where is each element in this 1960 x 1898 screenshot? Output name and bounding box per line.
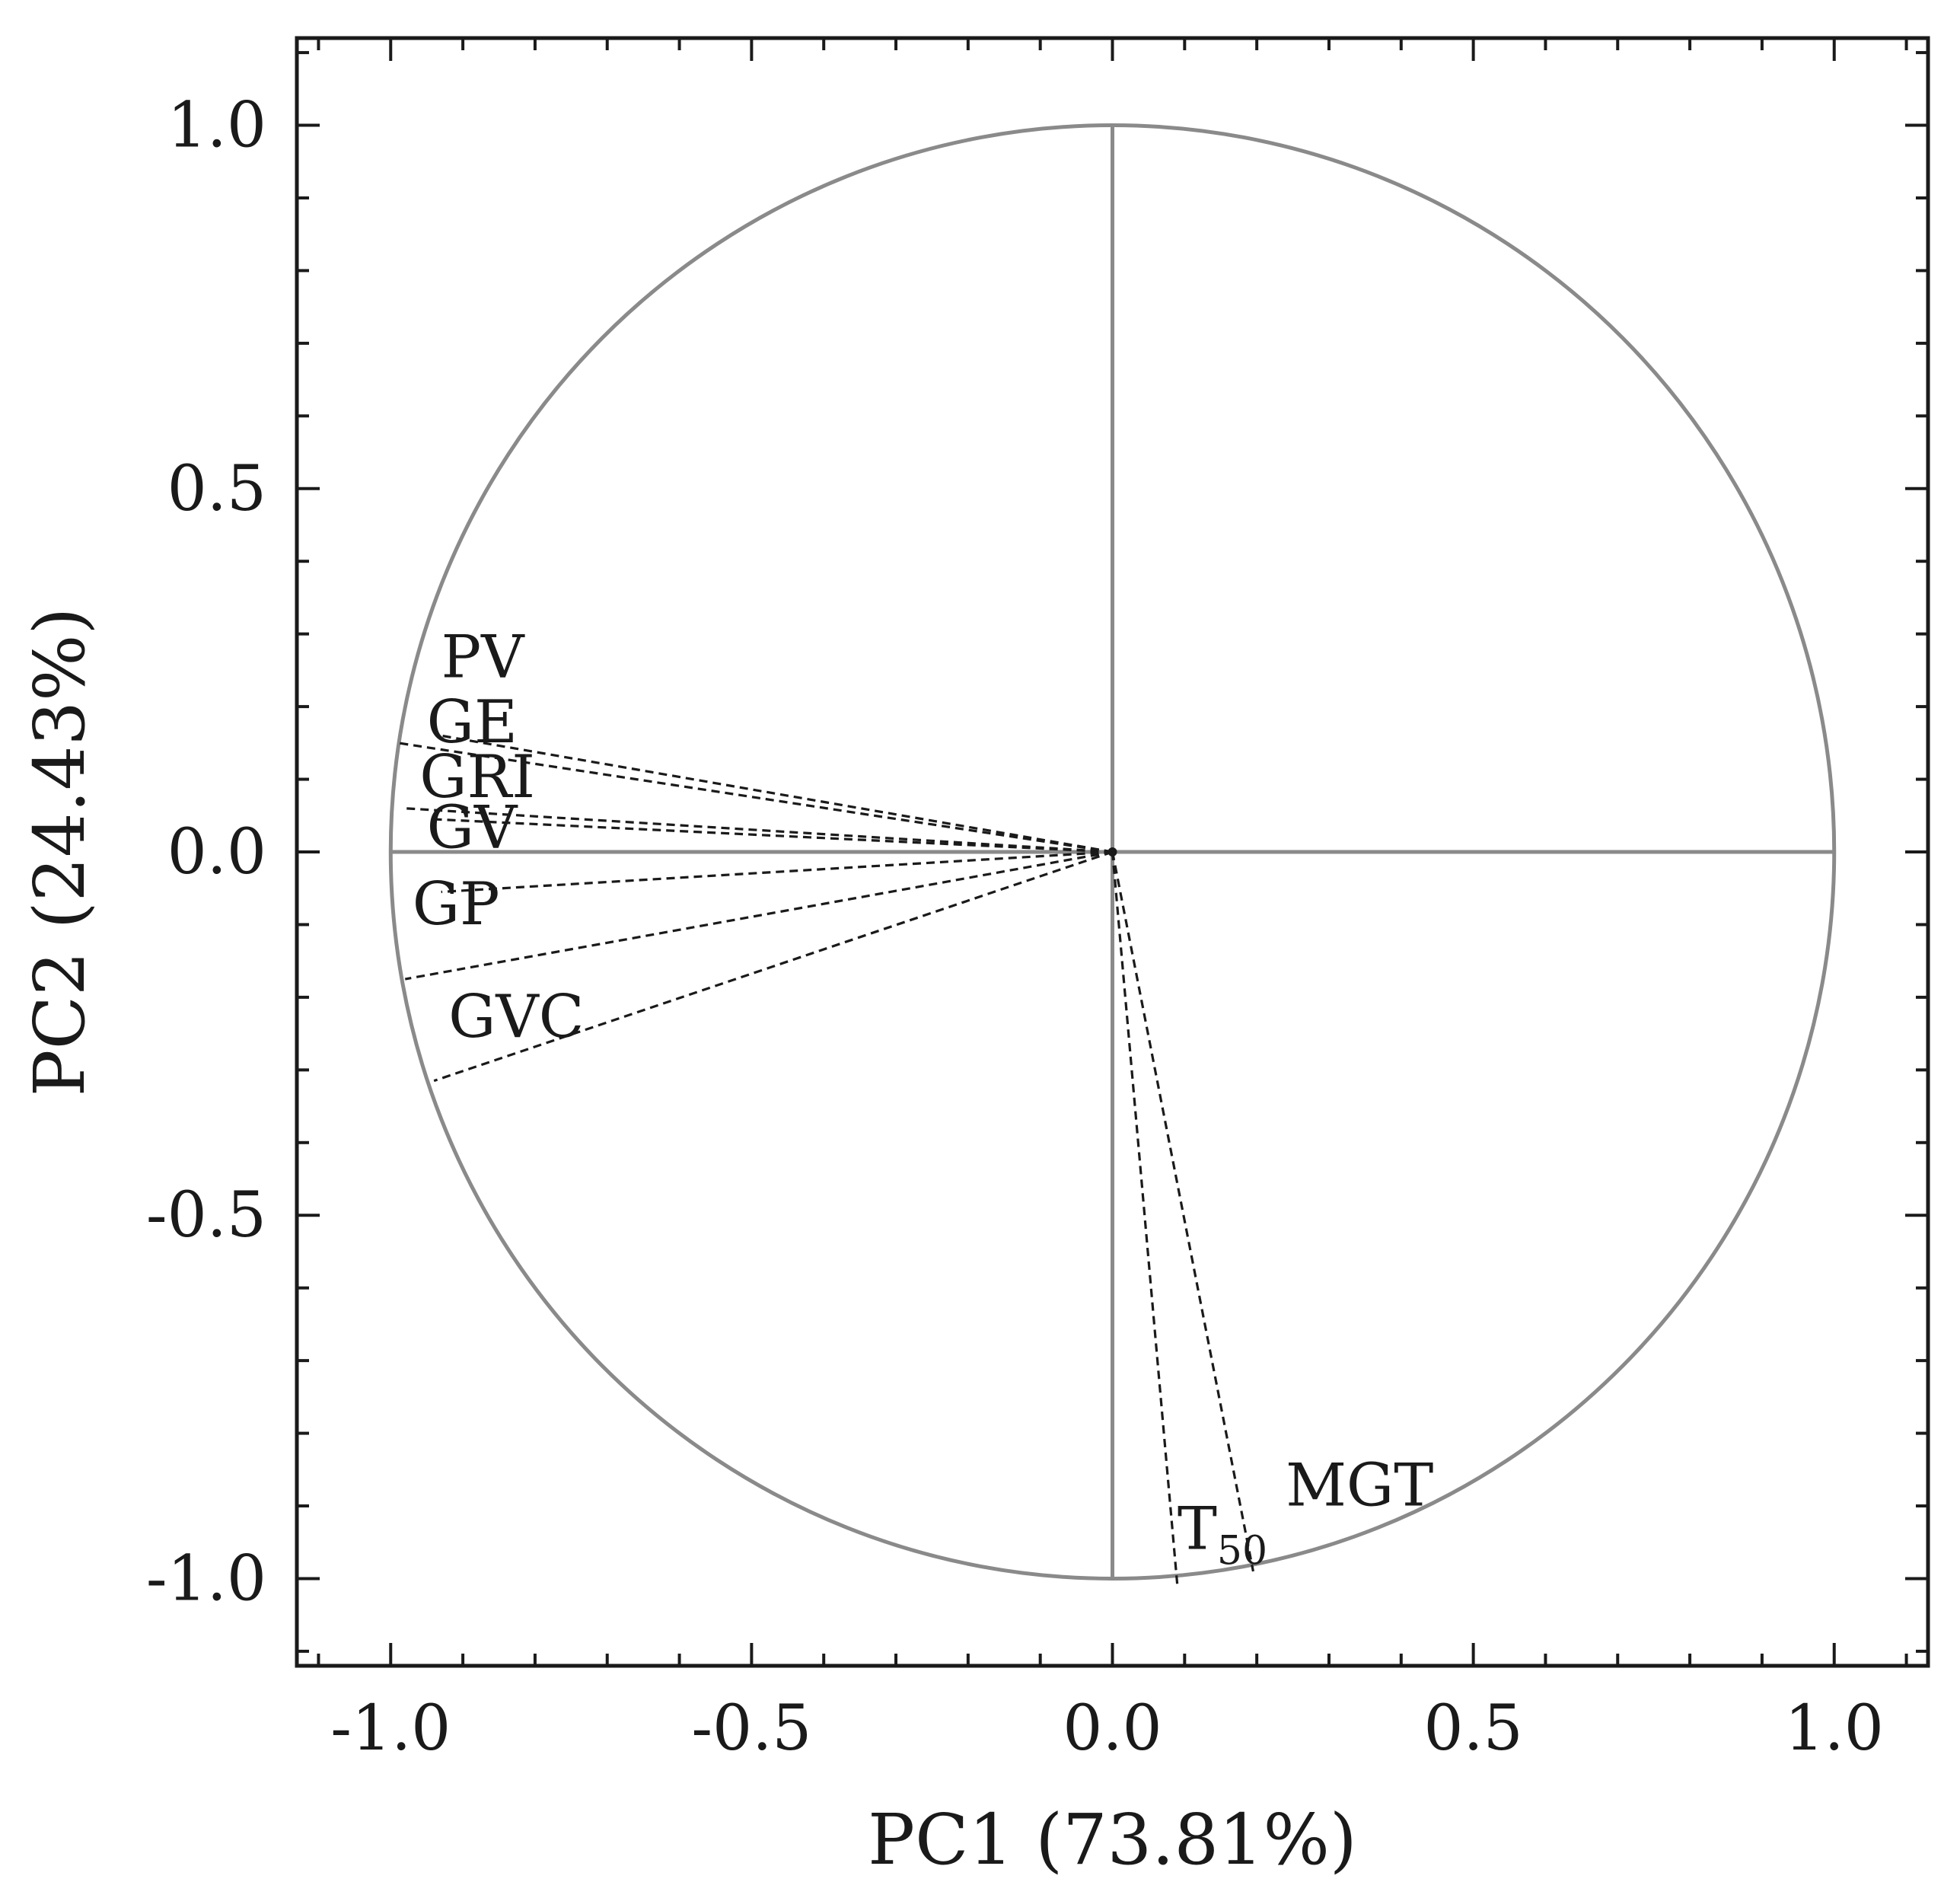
- y-tick-label: 1.0: [167, 90, 266, 162]
- y-tick-label: 0.5: [167, 453, 266, 525]
- vector-gvc: [433, 850, 1114, 1083]
- vector-gv: [434, 818, 1113, 853]
- vector-gp: [441, 850, 1113, 894]
- y-tick-label: -0.5: [146, 1179, 266, 1252]
- x-tick-label: 0.0: [1063, 1692, 1162, 1765]
- x-tick-label: 0.5: [1423, 1692, 1522, 1765]
- vector-label-gvc: GVC: [448, 983, 584, 1051]
- vector-ge: [441, 734, 1113, 853]
- y-tick-label: 0.0: [167, 816, 266, 888]
- x-tick-label: -0.5: [691, 1692, 811, 1765]
- vector-label-gv: GV: [427, 794, 518, 863]
- x-tick-label: -1.0: [330, 1692, 451, 1765]
- vector-mgt: [1111, 851, 1254, 1572]
- vector-pv: [397, 742, 1113, 853]
- vector-label-gp: GP: [413, 870, 500, 939]
- vector-label-subscript: 50: [1217, 1529, 1267, 1574]
- x-tick-label: 1.0: [1785, 1692, 1884, 1765]
- x-axis-label: PC1 (73.81%): [868, 1799, 1357, 1880]
- y-axis-label: PC2 (24.43%): [19, 608, 100, 1097]
- vector-gv2: [404, 850, 1113, 981]
- vector-label-mgt: MGT: [1286, 1451, 1433, 1520]
- vector-label-ge: GE: [427, 688, 518, 757]
- vector-label-gri: GRI: [419, 743, 535, 812]
- vector-gri: [405, 807, 1113, 853]
- vector-label-pv: PV: [441, 623, 525, 691]
- y-tick-label: -1.0: [146, 1542, 266, 1615]
- origin-point: [1107, 847, 1117, 856]
